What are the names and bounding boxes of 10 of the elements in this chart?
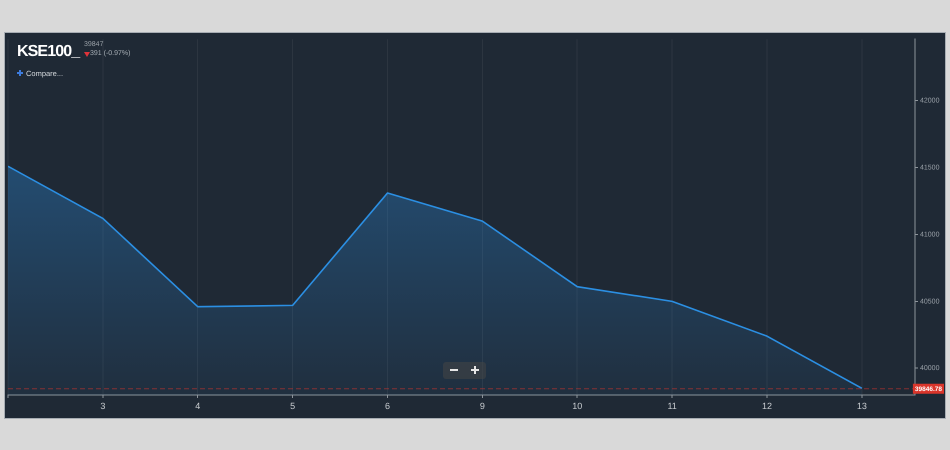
x-tick-label: 5 (290, 400, 296, 411)
x-tick-label: 9 (480, 400, 485, 411)
x-tick-label: 4 (195, 400, 200, 411)
x-tick-label: 3 (100, 400, 106, 411)
x-tick-label: 12 (762, 400, 772, 411)
x-tick-label: 10 (572, 400, 582, 411)
x-tick-label: 6 (384, 400, 390, 411)
x-tick-label: 11 (667, 400, 677, 411)
x-tick-label: 13 (856, 400, 867, 411)
chart-title: KSE100_ (17, 43, 80, 61)
